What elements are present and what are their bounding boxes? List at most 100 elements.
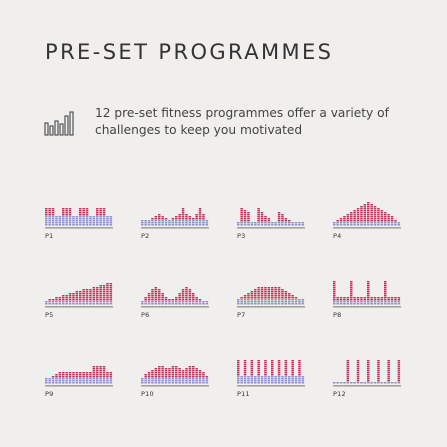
profile-cell: [394, 303, 397, 305]
profile-cell: [353, 214, 356, 216]
profile-cell: [284, 299, 288, 301]
profile-cell: [154, 224, 158, 226]
profile-cell: [260, 291, 264, 293]
profile-cell: [185, 287, 188, 289]
profile-cell: [92, 224, 96, 226]
profile-cell: [62, 216, 65, 218]
profile-cell: [277, 222, 281, 224]
profile-cell: [151, 299, 154, 301]
profile-cell: [298, 303, 301, 305]
profile-cell: [147, 220, 151, 222]
profile-cell: [360, 206, 363, 208]
profile-cell: [257, 376, 260, 378]
profile-cell: [96, 224, 99, 226]
profile-cell: [350, 289, 353, 291]
profile-cell: [154, 376, 158, 378]
profile-cell: [195, 380, 198, 382]
profile-cell: [72, 372, 75, 374]
profile-cell: [62, 224, 65, 226]
profile-column: [99, 208, 102, 226]
profile-column: [353, 210, 356, 226]
profile-cell: [333, 285, 336, 287]
profile-cell: [333, 222, 336, 224]
profile-cell: [397, 380, 401, 382]
profile-cell: [175, 368, 178, 370]
profile-cell: [377, 224, 380, 226]
profile-cell: [264, 303, 267, 305]
profile-cell: [151, 380, 154, 382]
profile-column: [89, 289, 92, 305]
profile-cell: [185, 218, 188, 220]
profile-column: [250, 291, 254, 305]
profile-cell: [271, 360, 274, 362]
profile-cell: [237, 368, 240, 370]
profile-cell: [284, 303, 288, 305]
profile-cell: [298, 301, 301, 303]
profile-column: [363, 204, 367, 226]
profile-cell: [356, 299, 360, 301]
profile-cell: [284, 382, 288, 384]
profile-cell: [96, 301, 99, 303]
profile-cell: [380, 224, 384, 226]
profile-cell: [202, 218, 205, 220]
profile-cell: [198, 208, 202, 210]
profile-cell: [390, 299, 394, 301]
profile-cell: [390, 222, 394, 224]
profile-cell: [181, 299, 185, 301]
profile-column: [72, 293, 75, 305]
profile-column: [102, 208, 106, 226]
profile-cell: [144, 376, 147, 378]
profile-cell: [168, 376, 171, 378]
profile-cell: [85, 303, 89, 305]
profile-cell: [350, 303, 353, 305]
profile-cell: [181, 291, 185, 293]
profile-cell: [353, 210, 356, 212]
profile-cell: [356, 366, 360, 368]
profile-column: [192, 366, 195, 384]
profile-cell: [333, 289, 336, 291]
profile-cell: [264, 293, 267, 295]
profile-cell: [205, 220, 209, 222]
profile-cell: [394, 299, 397, 301]
profile-cell: [151, 378, 154, 380]
programme-profile-chart: [45, 283, 113, 308]
programme-p5: P5: [45, 265, 113, 325]
profile-column: [82, 372, 85, 384]
profile-cell: [240, 380, 243, 382]
profile-cell: [99, 212, 102, 214]
profile-cell: [336, 303, 339, 305]
profile-cell: [397, 364, 401, 366]
profile-cell: [360, 224, 363, 226]
profile-cell: [377, 364, 380, 366]
profile-column: [301, 376, 305, 384]
profile-cell: [298, 299, 301, 301]
profile-cell: [151, 224, 154, 226]
profile-cell: [353, 301, 356, 303]
profile-column: [271, 360, 274, 384]
profile-cell: [45, 382, 48, 384]
profile-cell: [106, 291, 109, 293]
profile-cell: [380, 218, 384, 220]
profile-column: [274, 222, 277, 226]
profile-cell: [243, 372, 247, 374]
profile-column: [271, 287, 274, 305]
profile-cell: [158, 291, 161, 293]
profile-cell: [58, 297, 62, 299]
profile-cell: [254, 222, 257, 224]
profile-column: [62, 372, 65, 384]
profile-cell: [96, 299, 99, 301]
profile-cell: [195, 224, 198, 226]
profile-cell: [99, 303, 102, 305]
profile-cell: [267, 222, 271, 224]
profile-cell: [380, 297, 384, 299]
profile-cell: [237, 376, 240, 378]
profile-cell: [274, 289, 277, 291]
profile-cell: [58, 220, 62, 222]
profile-cell: [284, 220, 288, 222]
profile-cell: [99, 380, 102, 382]
profile-cell: [288, 380, 291, 382]
profile-cell: [264, 368, 267, 370]
profile-cell: [89, 297, 92, 299]
profile-cell: [377, 362, 380, 364]
profile-cell: [243, 224, 247, 226]
